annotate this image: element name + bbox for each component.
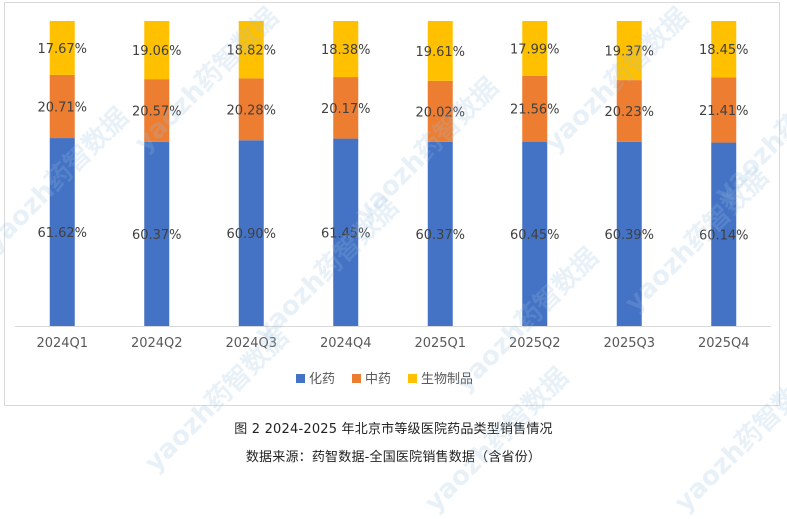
- data-label: 19.37%: [604, 45, 654, 60]
- data-label: 60.90%: [226, 227, 276, 242]
- bar-segment: [333, 138, 359, 326]
- data-label: 19.06%: [132, 44, 182, 59]
- bar-segment: [522, 141, 548, 326]
- bar-segment: [333, 77, 359, 139]
- x-tick-label: 2024Q3: [225, 336, 277, 351]
- data-label: 60.39%: [604, 228, 654, 243]
- bar-segment: [144, 141, 170, 326]
- data-label: 18.45%: [699, 43, 749, 58]
- bar-segment: [238, 78, 264, 141]
- data-label: 61.45%: [321, 226, 371, 241]
- bar-segment: [522, 21, 548, 76]
- data-label: 60.14%: [699, 228, 749, 243]
- legend-swatch: [296, 374, 305, 383]
- bar-segment: [711, 142, 737, 326]
- x-tick-label: 2024Q4: [320, 336, 372, 351]
- bar-segment: [427, 80, 453, 142]
- data-label: 60.37%: [415, 228, 465, 243]
- bar-segment: [49, 74, 75, 139]
- legend-swatch: [352, 374, 361, 383]
- bar-segment: [49, 21, 75, 75]
- bar-segment: [616, 141, 642, 326]
- data-label: 18.38%: [321, 43, 371, 58]
- data-label: 20.17%: [321, 102, 371, 117]
- bar-segment: [333, 21, 359, 78]
- x-tick-label: 2025Q4: [698, 336, 750, 351]
- legend-label: 生物制品: [421, 372, 473, 387]
- legend-swatch: [408, 374, 417, 383]
- figure-caption: 图 2 2024-2025 年北京市等级医院药品类型销售情况: [234, 422, 553, 437]
- data-label: 60.45%: [510, 228, 560, 243]
- legend-label: 化药: [309, 372, 335, 387]
- data-label: 18.82%: [226, 44, 276, 59]
- bar-segment: [522, 75, 548, 142]
- bar-segment: [427, 141, 453, 326]
- bar-segment: [144, 79, 170, 142]
- bar-segment: [616, 80, 642, 142]
- bar-segment: [616, 21, 642, 81]
- x-tick-label: 2025Q2: [509, 336, 561, 351]
- x-tick-label: 2024Q1: [36, 336, 88, 351]
- bar-segment: [711, 77, 737, 143]
- data-label: 17.99%: [510, 42, 560, 57]
- x-tick-label: 2025Q1: [414, 336, 466, 351]
- chart-area: 61.62% 20.71% 17.67% 2024Q1 60.37% 20.57% 19.0…: [4, 2, 780, 406]
- data-label: 20.28%: [226, 103, 276, 118]
- bar-segment: [49, 138, 75, 326]
- bar-segment: [238, 140, 264, 326]
- data-label: 21.56%: [510, 103, 560, 118]
- x-tick-label: 2025Q3: [603, 336, 655, 351]
- bar-segment: [427, 21, 453, 81]
- stacked-bar-chart: 61.62% 20.71% 17.67% 2024Q1 60.37% 20.57% 19.0…: [15, 21, 771, 387]
- bar-segment: [238, 21, 264, 79]
- data-label: 20.23%: [604, 105, 654, 120]
- data-label: 20.57%: [132, 105, 182, 120]
- data-source-caption: 数据来源：药智数据-全国医院销售数据（含省份）: [245, 450, 542, 465]
- data-label: 20.71%: [37, 100, 87, 115]
- bar-segment: [711, 21, 737, 78]
- x-tick-label: 2024Q2: [131, 336, 183, 351]
- data-label: 61.62%: [37, 226, 87, 241]
- data-label: 21.41%: [699, 104, 749, 119]
- data-label: 17.67%: [37, 42, 87, 57]
- legend-label: 中药: [365, 372, 391, 387]
- data-label: 19.61%: [415, 45, 465, 60]
- bar-segment: [144, 21, 170, 80]
- data-label: 20.02%: [415, 105, 465, 120]
- data-label: 60.37%: [132, 228, 182, 243]
